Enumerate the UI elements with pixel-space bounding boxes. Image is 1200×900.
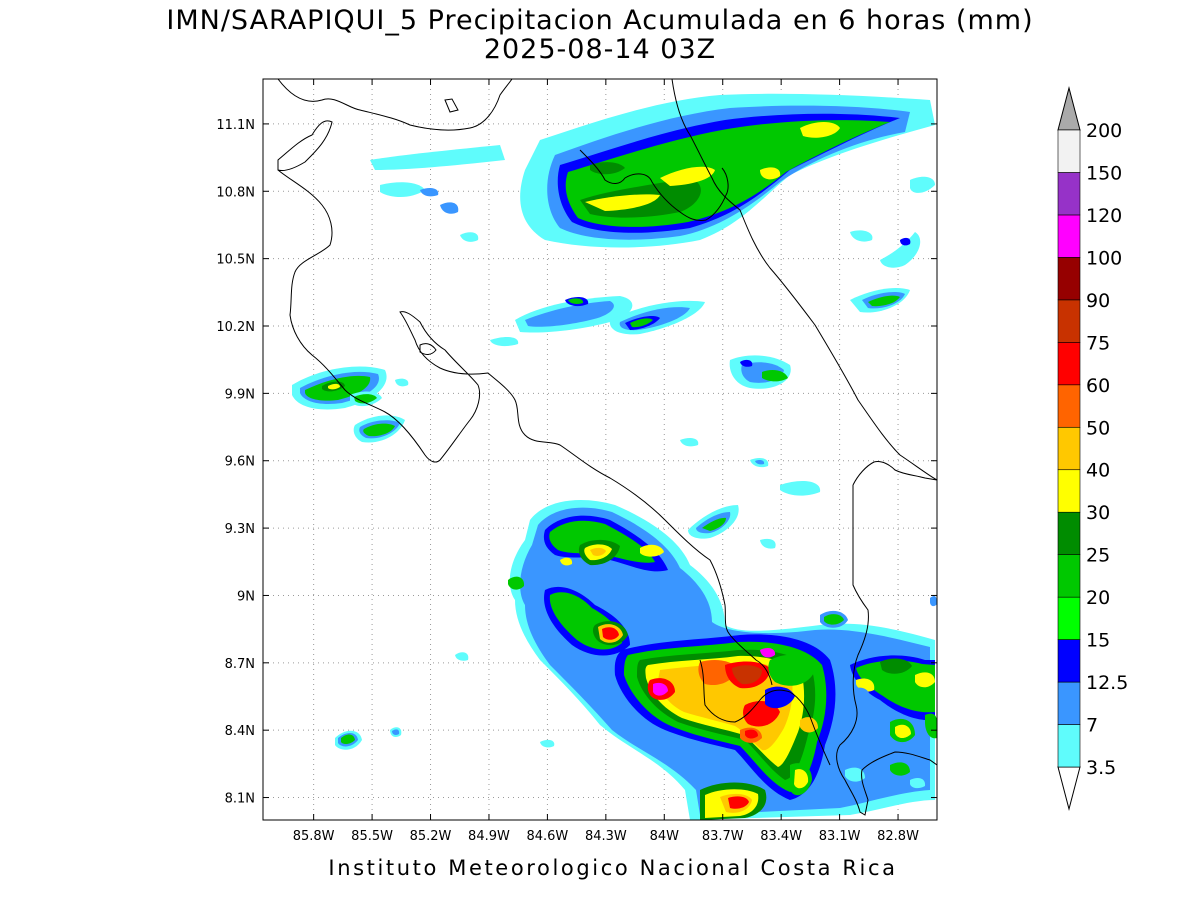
precip-cluster-west [292,366,555,750]
colorbar-level-label: 20 [1086,587,1110,609]
lon-tick-label: 85.8W [293,829,335,844]
lat-tick-label: 8.7N [225,657,255,672]
lat-tick-label: 10.8N [216,185,255,200]
lat-tick-label: 11.1N [216,118,255,133]
coastlines [277,79,937,816]
colorbar-level-label: 7 [1086,715,1098,737]
precip-cluster-south [508,500,937,820]
colorbar-level-label: 60 [1086,375,1110,397]
lat-tick-label: 9N [237,589,255,604]
precip-cluster-central [490,296,821,549]
colorbar-level-label: 30 [1086,502,1110,524]
map-title: IMN/SARAPIQUI_5 Precipitacion Acumulada … [166,5,1034,36]
lon-tick-label: 84.6W [526,829,568,844]
colorbar-top-arrow [1057,86,1081,131]
colorbar-swatch [1057,681,1081,725]
map-frame [262,78,938,821]
colorbar-swatch [1057,639,1081,683]
lat-tick-label: 8.1N [225,792,255,807]
lon-tick-label: 83.1W [819,829,861,844]
lat-tick-label: 9.9N [225,387,255,402]
colorbar-level-label: 25 [1086,545,1110,567]
colorbar-bottom-arrow [1057,766,1081,811]
lon-tick-label: 84.9W [468,829,510,844]
colorbar-swatch [1057,129,1081,173]
colorbar-level-label: 15 [1086,630,1110,652]
colorbar-swatch [1057,596,1081,640]
precip-field [292,93,937,820]
precip-cluster-north [370,93,935,313]
lat-tick-label: 8.4N [225,724,255,739]
colorbar-level-label: 75 [1086,332,1110,354]
lon-tick-label: 82.8W [877,829,919,844]
colorbar-swatch [1057,554,1081,598]
lon-tick-label: 84W [650,829,680,844]
colorbar-level-label: 50 [1086,417,1110,439]
lat-tick-label: 9.6N [225,455,255,470]
colorbar-level-label: 200 [1086,120,1122,142]
lon-tick-label: 83.4W [760,829,802,844]
colorbar-level-label: 12.5 [1086,672,1128,694]
lon-tick-label: 85.2W [410,829,452,844]
colorbar-swatch [1057,469,1081,513]
colorbar-level-label: 90 [1086,290,1110,312]
colorbar-level-label: 120 [1086,205,1122,227]
colorbar-level-label: 3.5 [1086,757,1116,779]
colorbar-swatch [1057,172,1081,216]
colorbar-swatch [1057,257,1081,301]
lon-tick-label: 84.3W [585,829,627,844]
colorbar: 3.5 7 12.5 15 20 25 30 40 50 60 75 90 100 120 150 200 [1057,86,1128,811]
colorbar-swatch [1057,214,1081,258]
lat-tick-label: 9.3N [225,522,255,537]
footer-credit: Instituto Meteorologico Nacional Costa R… [328,856,898,880]
colorbar-swatch [1057,724,1081,768]
colorbar-swatch [1057,384,1081,428]
colorbar-swatch [1057,426,1081,471]
colorbar-level-label: 40 [1086,460,1110,482]
colorbar-level-label: 100 [1086,247,1122,269]
lon-tick-label: 83.7W [702,829,744,844]
colorbar-swatch [1057,299,1081,343]
colorbar-level-label: 150 [1086,162,1122,184]
map-grid [263,79,937,820]
lon-tick-label: 85.5W [351,829,393,844]
map-axes: 85.8W 85.5W 85.2W 84.9W 84.6W 84.3W 84W 83.7W 83… [216,79,937,844]
colorbar-swatch [1057,511,1081,555]
map-datetime: 2025-08-14 03Z [483,34,717,65]
lat-tick-label: 10.5N [216,253,255,268]
colorbar-swatch [1057,342,1081,386]
lat-tick-label: 10.2N [216,320,255,335]
